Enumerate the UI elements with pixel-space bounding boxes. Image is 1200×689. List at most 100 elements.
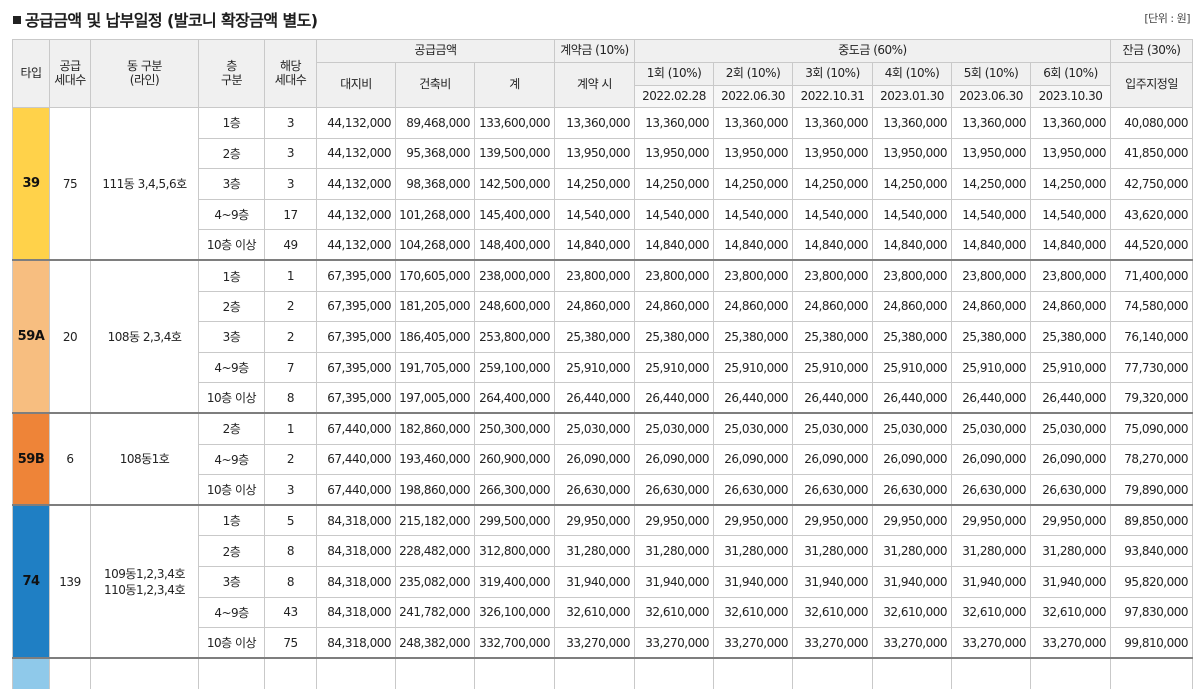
header-deposit: 계약금 (10%)	[554, 39, 635, 63]
installment-cell: 13,950,000	[872, 137, 952, 170]
partial-cell	[90, 657, 199, 689]
households-cell: 8	[264, 535, 317, 567]
floor-cell: 4~9층	[198, 198, 265, 231]
balance-cell: 44,520,000	[1110, 229, 1194, 261]
total-cell: 326,100,000	[474, 596, 555, 629]
total-cell: 312,800,000	[474, 535, 555, 567]
installment-cell: 29,950,000	[1029, 504, 1112, 537]
installment-cell: 13,360,000	[792, 107, 873, 139]
table-row: 10층 이상 75 84,318,000 248,382,000 332,700,000…	[13, 627, 1194, 659]
building-cell: 104,268,000	[395, 229, 475, 261]
total-cell: 139,500,000	[474, 137, 555, 170]
installment-cell: 26,090,000	[634, 443, 714, 476]
total-cell: 259,100,000	[474, 351, 555, 384]
installment-cell: 23,800,000	[792, 259, 873, 292]
installment-cell: 33,270,000	[792, 627, 873, 659]
installment-cell: 32,610,000	[1029, 596, 1112, 629]
header-installment-1: 1회 (10%)	[634, 62, 714, 86]
installment-cell: 26,440,000	[951, 382, 1031, 414]
partial-cell	[316, 657, 396, 689]
total-cell: 145,400,000	[474, 198, 555, 231]
installment-cell: 14,250,000	[634, 168, 714, 200]
installment-cell: 24,860,000	[792, 290, 873, 323]
households-cell: 2	[264, 443, 317, 476]
installment-cell: 14,840,000	[634, 229, 714, 261]
building-cell: 101,268,000	[395, 198, 475, 231]
square-bullet-icon	[13, 16, 21, 24]
deposit-cell: 31,940,000	[554, 565, 635, 598]
floor-cell: 2층	[198, 137, 265, 170]
building-cell: 215,182,000	[395, 504, 475, 537]
installment-cell: 31,940,000	[1029, 565, 1112, 598]
header-installment-date-1: 2022.02.28	[634, 85, 714, 108]
installment-cell: 32,610,000	[792, 596, 873, 629]
installment-cell: 25,380,000	[951, 321, 1031, 353]
header-floor: 층 구분	[198, 39, 265, 108]
households-cell: 3	[264, 137, 317, 170]
building-cell: 241,782,000	[395, 596, 475, 629]
floor-cell: 10층 이상	[198, 382, 265, 414]
header-installment-date-5: 2023.06.30	[951, 85, 1031, 108]
supply-households-cell: 6	[49, 412, 91, 506]
installment-cell: 25,030,000	[634, 412, 714, 445]
land-cell: 67,395,000	[316, 351, 396, 384]
land-cell: 67,395,000	[316, 290, 396, 323]
households-cell: 3	[264, 168, 317, 200]
header-installment-2: 2회 (10%)	[713, 62, 793, 86]
installment-cell: 31,940,000	[951, 565, 1031, 598]
installment-cell: 24,860,000	[713, 290, 793, 323]
header-land: 대지비	[316, 62, 396, 108]
building-cell: 198,860,000	[395, 474, 475, 506]
partial-cell	[49, 657, 91, 689]
header-balance-date: 입주지정일	[1110, 62, 1194, 108]
partial-cell	[198, 657, 265, 689]
deposit-cell: 25,910,000	[554, 351, 635, 384]
installment-cell: 25,380,000	[792, 321, 873, 353]
supply-households-cell: 20	[49, 259, 91, 414]
supply-households-cell: 75	[49, 107, 91, 261]
deposit-cell: 14,250,000	[554, 168, 635, 200]
floor-cell: 10층 이상	[198, 474, 265, 506]
installment-cell: 25,380,000	[713, 321, 793, 353]
installment-cell: 14,540,000	[872, 198, 952, 231]
table-body: 39 75 111동 3,4,5,6호 1층 3 44,132,000 89,468,000…	[12, 107, 1194, 689]
header-balance: 잔금 (30%)	[1110, 39, 1194, 63]
installment-cell: 25,030,000	[792, 412, 873, 445]
partial-cell	[395, 657, 475, 689]
partial-cell	[474, 657, 555, 689]
header-supply-amount: 공급금액	[316, 39, 555, 63]
partial-cell	[713, 657, 793, 689]
installment-cell: 25,910,000	[792, 351, 873, 384]
header-installment-3: 3회 (10%)	[792, 62, 873, 86]
households-cell: 75	[264, 627, 317, 659]
installment-cell: 26,090,000	[872, 443, 952, 476]
installment-cell: 14,540,000	[634, 198, 714, 231]
installment-cell: 26,440,000	[713, 382, 793, 414]
land-cell: 44,132,000	[316, 198, 396, 231]
installment-cell: 25,030,000	[713, 412, 793, 445]
balance-cell: 40,080,000	[1110, 107, 1194, 139]
floor-cell: 1층	[198, 107, 265, 139]
households-cell: 3	[264, 474, 317, 506]
partial-cell	[554, 657, 635, 689]
partial-cell	[12, 657, 50, 689]
households-cell: 2	[264, 290, 317, 323]
installment-cell: 23,800,000	[872, 259, 952, 292]
building-cell: 197,005,000	[395, 382, 475, 414]
households-cell: 43	[264, 596, 317, 629]
households-cell: 3	[264, 107, 317, 139]
households-cell: 49	[264, 229, 317, 261]
deposit-cell: 23,800,000	[554, 259, 635, 292]
land-cell: 67,395,000	[316, 382, 396, 414]
installment-cell: 14,250,000	[1029, 168, 1112, 200]
land-cell: 67,440,000	[316, 443, 396, 476]
floor-cell: 3층	[198, 321, 265, 353]
installment-cell: 26,090,000	[951, 443, 1031, 476]
header-building: 건축비	[395, 62, 475, 108]
installment-cell: 14,540,000	[792, 198, 873, 231]
land-cell: 44,132,000	[316, 229, 396, 261]
type-cell: 39	[12, 107, 50, 261]
table-row: 4~9층 43 84,318,000 241,782,000 326,100,000 32…	[13, 596, 1194, 629]
installment-cell: 13,950,000	[634, 137, 714, 170]
dong-cell: 109동1,2,3,4호 110동1,2,3,4호	[90, 504, 199, 659]
